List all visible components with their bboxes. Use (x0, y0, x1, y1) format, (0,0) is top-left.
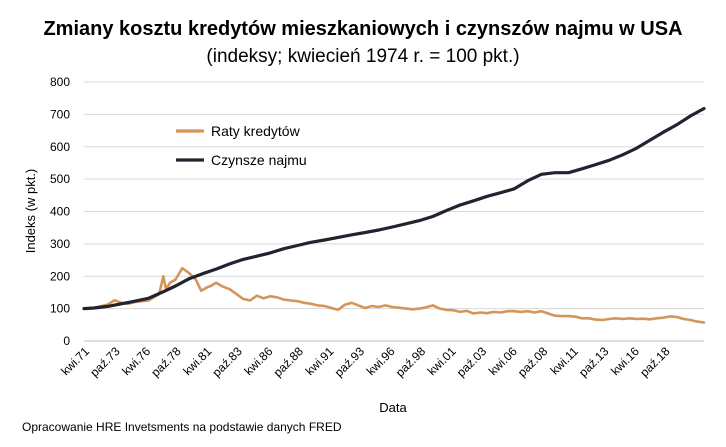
y-tick-label: 0 (63, 334, 70, 348)
x-tick-label: kwi.86 (241, 344, 275, 378)
y-tick-label: 800 (50, 75, 70, 89)
series-line-raty-kredytow (82, 266, 706, 324)
x-tick-label: paź.93 (332, 344, 368, 380)
x-tick-label: kwi.01 (425, 344, 459, 378)
x-axis-ticks: kwi.71paź.73kwi.76paź.78kwi.81paź.83kwi.… (58, 344, 673, 380)
x-tick-label: paź.13 (576, 344, 612, 380)
y-tick-label: 700 (50, 107, 70, 121)
y-tick-label: 100 (50, 302, 70, 316)
x-tick-label: paź.03 (454, 344, 490, 380)
x-tick-label: kwi.96 (364, 344, 398, 378)
gridlines (84, 81, 704, 310)
x-tick-label: paź.18 (637, 344, 673, 380)
x-tick-label: paź.88 (271, 344, 307, 380)
series-layer (82, 106, 706, 324)
x-tick-label: kwi.06 (486, 344, 520, 378)
x-tick-label: kwi.91 (303, 344, 337, 378)
y-tick-label: 300 (50, 237, 70, 251)
source-note: Opracowanie HRE Invetsments na podstawie… (22, 420, 342, 434)
y-tick-label: 600 (50, 140, 70, 154)
x-tick-label: kwi.76 (119, 344, 153, 378)
legend: Raty kredytów Czynsze najmu (176, 123, 307, 168)
x-tick-label: paź.73 (87, 344, 123, 380)
chart-title: Zmiany kosztu kredytów mieszkaniowych i … (43, 18, 683, 40)
y-tick-label: 500 (50, 172, 70, 186)
x-tick-label: paź.83 (209, 344, 245, 380)
legend-label: Czynsze najmu (211, 152, 307, 168)
chart-subtitle: (indeksy; kwiecień 1974 r. = 100 pkt.) (206, 46, 520, 67)
x-tick-label: kwi.16 (608, 344, 642, 378)
y-tick-label: 200 (50, 269, 70, 283)
x-tick-label: paź.78 (148, 344, 184, 380)
x-axis-label: Data (379, 400, 407, 415)
x-tick-label: kwi.11 (548, 344, 582, 378)
x-tick-label: paź.08 (515, 344, 551, 380)
series-line-czynsze-najmu (82, 106, 706, 311)
y-tick-label: 400 (50, 205, 70, 219)
x-tick-label: paź.98 (393, 344, 429, 380)
x-tick-label: kwi.81 (180, 344, 214, 378)
y-axis-label: Indeks (w pkt.) (23, 169, 38, 254)
legend-label: Raty kredytów (211, 123, 301, 139)
y-axis-ticks: 0 100 200 300 400 500 600 700 800 (50, 75, 70, 348)
x-tick-label: kwi.71 (58, 344, 92, 378)
